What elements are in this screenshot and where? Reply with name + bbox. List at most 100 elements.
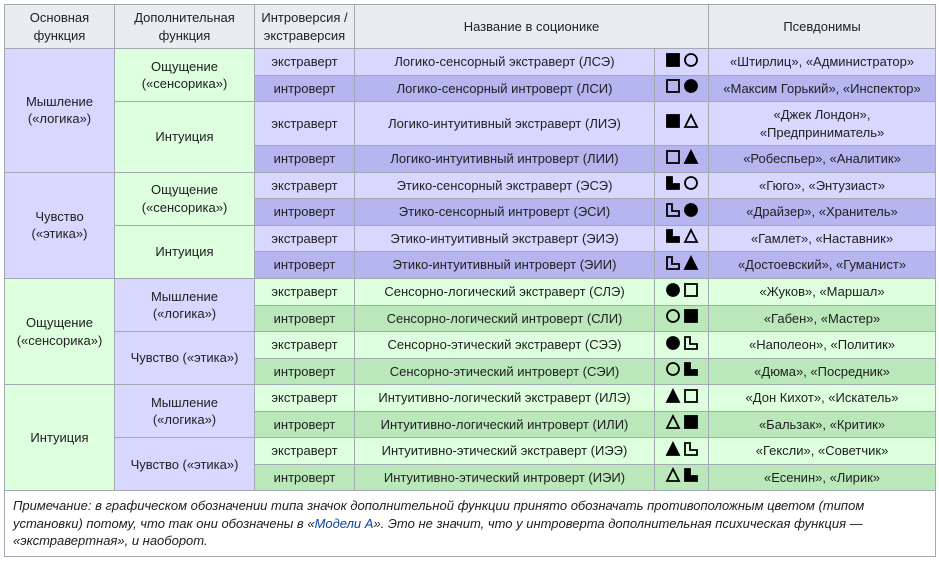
th-pseud: Псевдонимы <box>709 5 936 49</box>
main-function-cell: Ощущение («сенсорика») <box>5 279 115 385</box>
symbol-pair <box>665 282 699 298</box>
symbol-cell <box>655 225 709 252</box>
table-row: Ощущение («сенсорика»)Мышление («логика»… <box>5 279 936 306</box>
symbol-pair <box>665 361 699 377</box>
symbol-pair <box>665 388 699 404</box>
aux-function-cell: Интуиция <box>115 102 255 173</box>
type-name-cell: Этико-сенсорный экстраверт (ЭСЭ) <box>355 172 655 199</box>
symbol-cell <box>655 49 709 76</box>
aux-function-cell: Чувство («этика») <box>115 332 255 385</box>
ie-cell: интроверт <box>255 411 355 438</box>
ie-cell: интроверт <box>255 199 355 226</box>
main-function-cell: Интуиция <box>5 385 115 491</box>
table-row: ИнтуицияМышление («логика»)экстравертИнт… <box>5 385 936 412</box>
ie-cell: экстраверт <box>255 172 355 199</box>
symbol-pair <box>665 441 699 457</box>
pseudonym-cell: «Жуков», «Маршал» <box>709 279 936 306</box>
type-name-cell: Интуитивно-логический интроверт (ИЛИ) <box>355 411 655 438</box>
pseudonym-cell: «Достоевский», «Гуманист» <box>709 252 936 279</box>
type-name-cell: Этико-интуитивный экстраверт (ЭИЭ) <box>355 225 655 252</box>
aux-function-cell: Мышление («логика») <box>115 279 255 332</box>
ie-cell: экстраверт <box>255 102 355 146</box>
pseudonym-cell: «Дюма», «Посредник» <box>709 358 936 385</box>
footnote-link[interactable]: Модели А <box>315 516 374 531</box>
symbol-pair <box>665 175 699 191</box>
symbol-cell <box>655 75 709 102</box>
symbol-cell <box>655 172 709 199</box>
symbol-pair <box>665 335 699 351</box>
symbol-pair <box>665 113 699 129</box>
symbol-cell <box>655 438 709 465</box>
main-function-cell: Мышление («логика») <box>5 49 115 173</box>
pseudonym-cell: «Габен», «Мастер» <box>709 305 936 332</box>
symbol-pair <box>665 52 699 68</box>
table-row: ИнтуицияэкстравертЭтико-интуитивный экст… <box>5 225 936 252</box>
symbol-cell <box>655 305 709 332</box>
type-name-cell: Сенсорно-логический экстраверт (СЛЭ) <box>355 279 655 306</box>
table-row: Чувство («этика»)экстравертИнтуитивно-эт… <box>5 438 936 465</box>
type-name-cell: Этико-сенсорный интроверт (ЭСИ) <box>355 199 655 226</box>
type-name-cell: Этико-интуитивный интроверт (ЭИИ) <box>355 252 655 279</box>
type-name-cell: Сенсорно-этический интроверт (СЭИ) <box>355 358 655 385</box>
type-name-cell: Логико-интуитивный экстраверт (ЛИЭ) <box>355 102 655 146</box>
ie-cell: экстраверт <box>255 385 355 412</box>
pseudonym-cell: «Драйзер», «Хранитель» <box>709 199 936 226</box>
aux-function-cell: Чувство («этика») <box>115 438 255 491</box>
symbol-pair <box>665 308 699 324</box>
type-name-cell: Логико-интуитивный интроверт (ЛИИ) <box>355 146 655 173</box>
table-row: Чувство («этика»)экстравертСенсорно-этич… <box>5 332 936 359</box>
ie-cell: экстраверт <box>255 332 355 359</box>
ie-cell: интроверт <box>255 358 355 385</box>
symbol-pair <box>665 149 699 165</box>
ie-cell: интроверт <box>255 75 355 102</box>
pseudonym-cell: «Бальзак», «Критик» <box>709 411 936 438</box>
type-name-cell: Логико-сенсорный экстраверт (ЛСЭ) <box>355 49 655 76</box>
type-name-cell: Логико-сенсорный интроверт (ЛСИ) <box>355 75 655 102</box>
type-name-cell: Интуитивно-логический экстраверт (ИЛЭ) <box>355 385 655 412</box>
symbol-pair <box>665 202 699 218</box>
ie-cell: интроверт <box>255 146 355 173</box>
pseudonym-cell: «Робеспьер», «Аналитик» <box>709 146 936 173</box>
type-name-cell: Сенсорно-логический интроверт (СЛИ) <box>355 305 655 332</box>
symbol-cell <box>655 199 709 226</box>
pseudonym-cell: «Наполеон», «Политик» <box>709 332 936 359</box>
ie-cell: интроверт <box>255 252 355 279</box>
footnote: Примечание: в графическом обозначении ти… <box>5 491 936 557</box>
pseudonym-cell: «Джек Лондон», «Предприниматель» <box>709 102 936 146</box>
pseudonym-cell: «Максим Горький», «Инспектор» <box>709 75 936 102</box>
ie-cell: экстраверт <box>255 279 355 306</box>
table-row: Чувство («этика»)Ощущение («сенсорика»)э… <box>5 172 936 199</box>
ie-cell: интроверт <box>255 305 355 332</box>
aux-function-cell: Ощущение («сенсорика») <box>115 49 255 102</box>
symbol-pair <box>665 255 699 271</box>
type-name-cell: Интуитивно-этический экстраверт (ИЭЭ) <box>355 438 655 465</box>
symbol-cell <box>655 332 709 359</box>
symbol-cell <box>655 358 709 385</box>
th-ie: Интроверсия / экстраверсия <box>255 5 355 49</box>
aux-function-cell: Мышление («логика») <box>115 385 255 438</box>
header-row: Основная функция Дополнительная функция … <box>5 5 936 49</box>
symbol-cell <box>655 146 709 173</box>
pseudonym-cell: «Дон Кихот», «Искатель» <box>709 385 936 412</box>
th-aux: Дополнительная функция <box>115 5 255 49</box>
pseudonym-cell: «Есенин», «Лирик» <box>709 464 936 491</box>
symbol-pair <box>665 78 699 94</box>
pseudonym-cell: «Гюго», «Энтузиаст» <box>709 172 936 199</box>
symbol-cell <box>655 411 709 438</box>
symbol-cell <box>655 252 709 279</box>
symbol-cell <box>655 385 709 412</box>
symbol-pair <box>665 228 699 244</box>
symbol-cell <box>655 102 709 146</box>
ie-cell: интроверт <box>255 464 355 491</box>
symbol-pair <box>665 467 699 483</box>
type-name-cell: Интуитивно-этический интроверт (ИЭИ) <box>355 464 655 491</box>
ie-cell: экстраверт <box>255 438 355 465</box>
main-function-cell: Чувство («этика») <box>5 172 115 278</box>
th-main: Основная функция <box>5 5 115 49</box>
socionics-table: Основная функция Дополнительная функция … <box>4 4 936 557</box>
aux-function-cell: Ощущение («сенсорика») <box>115 172 255 225</box>
th-name: Название в соционике <box>355 5 709 49</box>
footnote-head: Примечание: <box>13 498 91 513</box>
pseudonym-cell: «Гексли», «Советчик» <box>709 438 936 465</box>
table-row: Мышление («логика»)Ощущение («сенсорика»… <box>5 49 936 76</box>
